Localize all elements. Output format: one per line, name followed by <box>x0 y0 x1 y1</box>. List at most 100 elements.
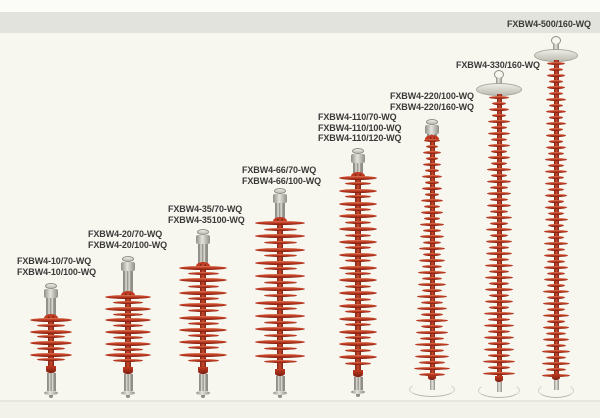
shed-thin <box>544 194 568 197</box>
model-label-fxbw4-330: FXBW4-330/160-WQ <box>456 60 540 71</box>
shed-thin <box>483 348 515 351</box>
shed-small <box>263 240 297 244</box>
shed-thin <box>545 368 566 371</box>
shed-thin <box>543 302 569 305</box>
shed-large <box>179 278 227 283</box>
shed-thin <box>421 187 443 190</box>
shed-large <box>30 352 72 357</box>
bottom-red-base <box>123 367 133 374</box>
shed-small <box>345 336 371 339</box>
shed-thin <box>548 128 564 131</box>
shed-small <box>345 259 371 263</box>
core-rod <box>553 60 559 375</box>
top-stem <box>46 298 56 320</box>
model-label-line: FXBW4-500/160-WQ <box>507 19 591 29</box>
shed-thin <box>485 252 513 255</box>
shed-thin <box>420 211 444 214</box>
shed-large <box>179 303 227 308</box>
shed-thin <box>549 104 563 107</box>
shed-small <box>345 272 371 275</box>
shed-large <box>30 318 72 322</box>
shed-large <box>255 327 305 332</box>
top-eye-fitting <box>352 148 364 154</box>
model-label-line: FXBW4-220/160-WQ <box>390 101 474 112</box>
shed-large <box>339 201 377 206</box>
model-label-line: FXBW4-220/100-WQ <box>390 91 474 101</box>
shed-small <box>263 347 297 351</box>
shed-thin <box>547 272 565 275</box>
shed-thin <box>489 270 509 273</box>
shed-thin <box>417 283 447 286</box>
shed-large <box>339 227 377 232</box>
shed-thin <box>487 168 511 171</box>
shed-thin <box>544 218 568 221</box>
bottom-grading-ring-arc <box>409 382 455 397</box>
shed-small <box>37 346 65 350</box>
shed-thin <box>546 308 566 311</box>
shed-thin <box>542 362 570 365</box>
shed-thin <box>491 126 507 129</box>
shed-thin <box>546 122 566 125</box>
shed-thin <box>543 254 569 257</box>
shed-large <box>179 340 227 345</box>
top-link <box>496 78 502 84</box>
core-rod <box>429 137 435 375</box>
shed-thin <box>545 158 567 161</box>
bottom-grading-ring-arc <box>538 383 574 398</box>
shed-large <box>30 341 72 345</box>
bottom-disc <box>196 391 210 395</box>
shed-small <box>113 359 143 363</box>
shed-small <box>345 348 371 352</box>
shed-thin <box>542 350 570 353</box>
shed-thin <box>490 174 508 177</box>
shed-thin <box>490 150 508 153</box>
shed-thin <box>426 145 438 148</box>
shed-thin <box>546 296 566 299</box>
shed-thin <box>548 176 564 179</box>
shed-small <box>263 307 297 311</box>
shed-small <box>263 254 297 258</box>
bottom-nub <box>49 395 53 398</box>
model-label-line: FXBW4-10/70-WQ <box>17 256 92 266</box>
shed-large <box>255 234 305 239</box>
shed-thin <box>544 230 568 233</box>
shed-small <box>345 310 371 314</box>
shed-thin <box>485 240 513 243</box>
shed-thin <box>488 306 510 309</box>
shed-small <box>187 296 219 300</box>
shed-thin <box>418 259 446 262</box>
shed-thin <box>485 276 513 279</box>
shed-thin <box>547 212 565 215</box>
shed-large <box>255 340 305 345</box>
shed-thin <box>546 284 566 287</box>
shed-thin <box>489 234 509 237</box>
shed-small <box>187 334 219 338</box>
shed-thin <box>415 343 449 346</box>
shed-thin <box>549 92 563 95</box>
model-label-fxbw4-66: FXBW4-66/70-WQ FXBW4-66/100-WQ <box>242 165 321 186</box>
top-eye-fitting <box>45 283 57 289</box>
shed-thin <box>484 312 514 315</box>
shed-large <box>255 300 305 305</box>
shed-large <box>339 316 377 321</box>
shed-large <box>179 266 227 270</box>
bottom-pin <box>276 376 285 391</box>
model-label-fxbw4-500: FXBW4-500/160-WQ <box>507 19 591 30</box>
shed-thin <box>419 235 445 238</box>
shed-thin <box>546 98 566 101</box>
bottom-red-base <box>353 370 363 377</box>
shed-thin <box>489 246 509 249</box>
shed-thin <box>414 367 450 370</box>
shed-large <box>339 342 377 347</box>
shed-thin <box>546 320 566 323</box>
model-label-fxbw4-35: FXBW4-35/70-WQ FXBW4-35100-WQ <box>168 204 245 225</box>
shed-large <box>339 176 377 180</box>
shed-thin <box>487 366 511 369</box>
shed-thin <box>487 156 511 159</box>
shed-thin <box>418 271 446 274</box>
shed-small <box>345 220 371 224</box>
top-cap-block <box>196 235 210 244</box>
bottom-red-base <box>198 367 208 374</box>
shed-large <box>255 274 305 279</box>
